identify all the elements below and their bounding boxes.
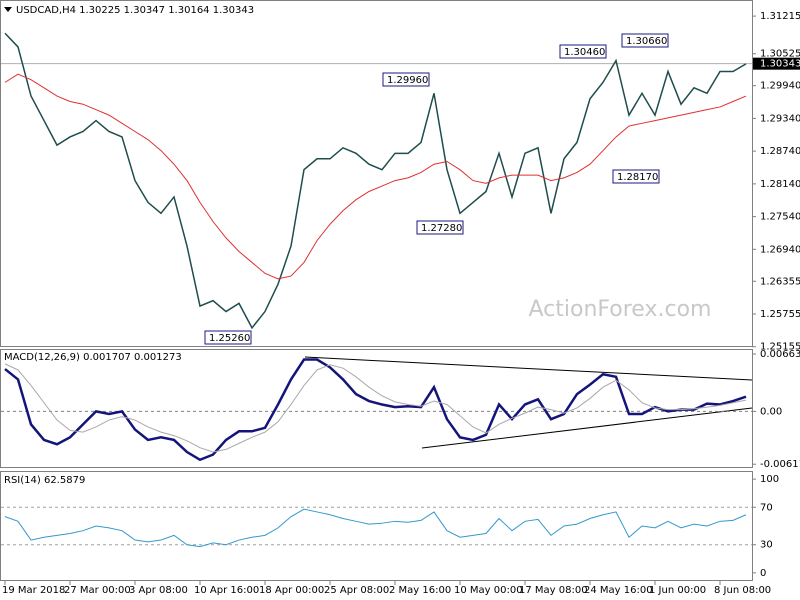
price-annotation: 1.29960	[387, 75, 428, 86]
price-annotation-box	[612, 169, 660, 184]
y-tick-label: 1.31215	[760, 11, 800, 22]
series-line	[4, 358, 747, 462]
price-annotation: 1.28170	[617, 172, 658, 183]
price-annotation: 1.25260	[209, 333, 250, 344]
y-tick-label: 1.25755	[760, 309, 800, 320]
last-price-box	[753, 57, 800, 70]
x-tick-label: 10 May 00:00	[454, 585, 523, 596]
series-line	[4, 73, 747, 280]
y-tick-label: 1.26355	[760, 276, 800, 287]
y-tick-label: 1.28140	[760, 179, 800, 190]
x-tick-label: 25 Apr 08:00	[324, 585, 389, 596]
trendline	[304, 356, 753, 381]
price-annotation-box	[559, 44, 607, 59]
x-tick-label: 1 Jun 00:00	[649, 585, 706, 596]
price-annotation: 1.30660	[626, 36, 667, 47]
last-price-label: 1.30343	[760, 59, 800, 70]
price-annotation-box	[382, 72, 430, 87]
x-tick-label: 27 Mar 00:00	[64, 585, 131, 596]
series-line	[4, 363, 747, 453]
y-tick-label: 1.25155	[760, 342, 800, 353]
rsi-panel	[0, 471, 753, 581]
y-tick-label: 1.29940	[760, 81, 800, 92]
trendline	[421, 407, 753, 449]
y-tick-label: 0.006639	[760, 349, 800, 360]
y-tick-label: 100	[760, 474, 779, 485]
macd-title: MACD(12,26,9) 0.001707 0.001273	[4, 352, 182, 363]
y-tick-label: 70	[760, 502, 773, 513]
y-tick-label: 1.29340	[760, 113, 800, 124]
y-tick-label: 1.27540	[760, 212, 800, 223]
y-tick-label: 1.30525	[760, 49, 800, 60]
menu-arrow	[4, 7, 12, 12]
price-annotation-box	[621, 33, 669, 48]
watermark: ActionForex.com	[529, 297, 712, 322]
price-annotation: 1.30460	[564, 47, 605, 58]
y-tick-label: 1.26940	[760, 244, 800, 255]
y-tick-label: 0	[760, 568, 766, 579]
price-annotation-box	[416, 220, 464, 235]
price-annotation: 1.27280	[421, 223, 462, 234]
x-tick-label: 3 Apr 08:00	[129, 585, 188, 596]
y-tick-label: 1.28740	[760, 146, 800, 157]
price-annotation-box	[204, 330, 252, 345]
y-tick-label: 30	[760, 540, 773, 551]
x-tick-label: 24 May 16:00	[584, 585, 653, 596]
chart-title: USDCAD,H4 1.30225 1.30347 1.30164 1.3034…	[16, 5, 254, 16]
x-tick-label: 17 May 08:00	[519, 585, 588, 596]
x-tick-label: 8 Jun 08:00	[714, 585, 771, 596]
price-panel	[0, 0, 753, 347]
x-tick-label: 2 May 16:00	[389, 585, 451, 596]
series-line	[4, 32, 747, 330]
series-line	[4, 508, 747, 548]
rsi-title: RSI(14) 62.5879	[4, 475, 85, 486]
x-tick-label: 10 Apr 16:00	[194, 585, 259, 596]
macd-panel	[0, 349, 753, 468]
y-tick-label: 0.00	[760, 406, 782, 417]
y-tick-label: -0.006114	[760, 459, 800, 470]
x-tick-label: 19 Mar 2018	[2, 585, 65, 596]
x-tick-label: 18 Apr 00:00	[259, 585, 324, 596]
